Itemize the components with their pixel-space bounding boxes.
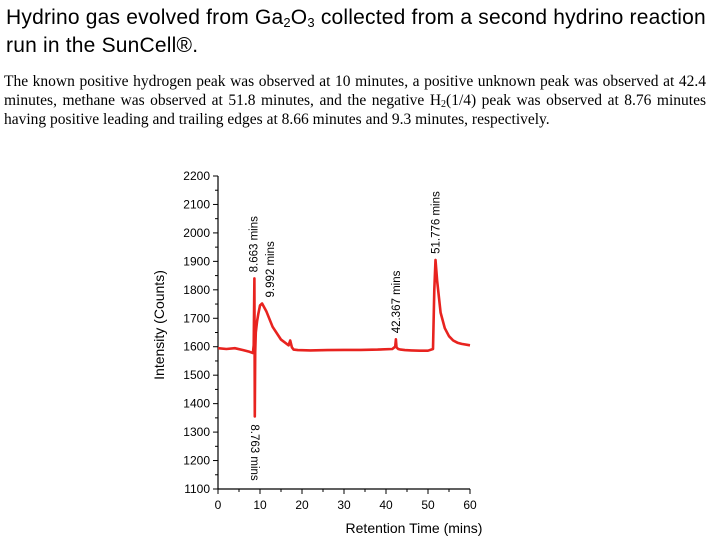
y-tick-label: 1200 bbox=[183, 454, 210, 468]
peak-annotation: 9.992 mins bbox=[265, 241, 277, 298]
chromatogram-chart: 0 10 20 30 40 50 60 1100 1200 1300 1400 1500 1600 170… bbox=[151, 169, 483, 536]
x-tick-label: 30 bbox=[337, 498, 351, 512]
caption-text-2: (1/4) peak was observed at 8.76 minutes … bbox=[4, 92, 707, 128]
figure-caption: The known positive hydrogen peak was obs… bbox=[4, 72, 706, 129]
title-subscript-1: 2 bbox=[283, 15, 291, 30]
title-text-3: collected from a second hydrino reaction… bbox=[6, 6, 706, 57]
x-tick-label: 60 bbox=[463, 498, 477, 512]
y-tick-label: 1600 bbox=[183, 340, 210, 354]
x-tick-label: 50 bbox=[421, 498, 435, 512]
y-tick-label: 2000 bbox=[183, 226, 210, 240]
y-tick-label: 1500 bbox=[183, 368, 210, 382]
caption-text-1: The known positive hydrogen peak was obs… bbox=[4, 73, 706, 109]
y-tick-label: 1700 bbox=[183, 311, 210, 325]
x-tick-label: 10 bbox=[253, 498, 267, 512]
x-tick-label: 40 bbox=[379, 498, 393, 512]
signal-line bbox=[217, 258, 471, 418]
peak-annotation: 42.367 mins bbox=[391, 270, 403, 333]
peak-annotation: 8.763 mins bbox=[248, 424, 260, 481]
y-tick-label: 1400 bbox=[183, 397, 210, 411]
peak-annotation: 51.776 mins bbox=[431, 191, 443, 254]
y-tick-label: 2200 bbox=[183, 169, 210, 183]
x-axis-label: Retention Time (mins) bbox=[346, 520, 483, 536]
title-text-2: O bbox=[290, 6, 308, 29]
x-tick-label: 0 bbox=[215, 498, 222, 512]
y-tick-label: 2100 bbox=[183, 197, 210, 211]
y-tick-label: 1900 bbox=[183, 254, 210, 268]
y-tick-label: 1100 bbox=[184, 482, 210, 496]
y-tick-label: 1800 bbox=[183, 283, 210, 297]
y-tick-label: 1300 bbox=[183, 425, 210, 439]
plot-area: 0 10 20 30 40 50 60 1100 1200 1300 1400 1500 1600 170… bbox=[183, 169, 477, 512]
caption-subscript: 2 bbox=[441, 99, 447, 110]
slide-title: Hydrino gas evolved from Ga2O3 collected… bbox=[6, 4, 706, 60]
peak-annotation: 8.663 mins bbox=[248, 216, 260, 273]
title-subscript-2: 3 bbox=[307, 15, 315, 30]
x-tick-label: 20 bbox=[295, 498, 309, 512]
title-text-1: Hydrino gas evolved from Ga bbox=[6, 6, 284, 29]
y-axis-label: Intensity (Counts) bbox=[151, 270, 167, 380]
